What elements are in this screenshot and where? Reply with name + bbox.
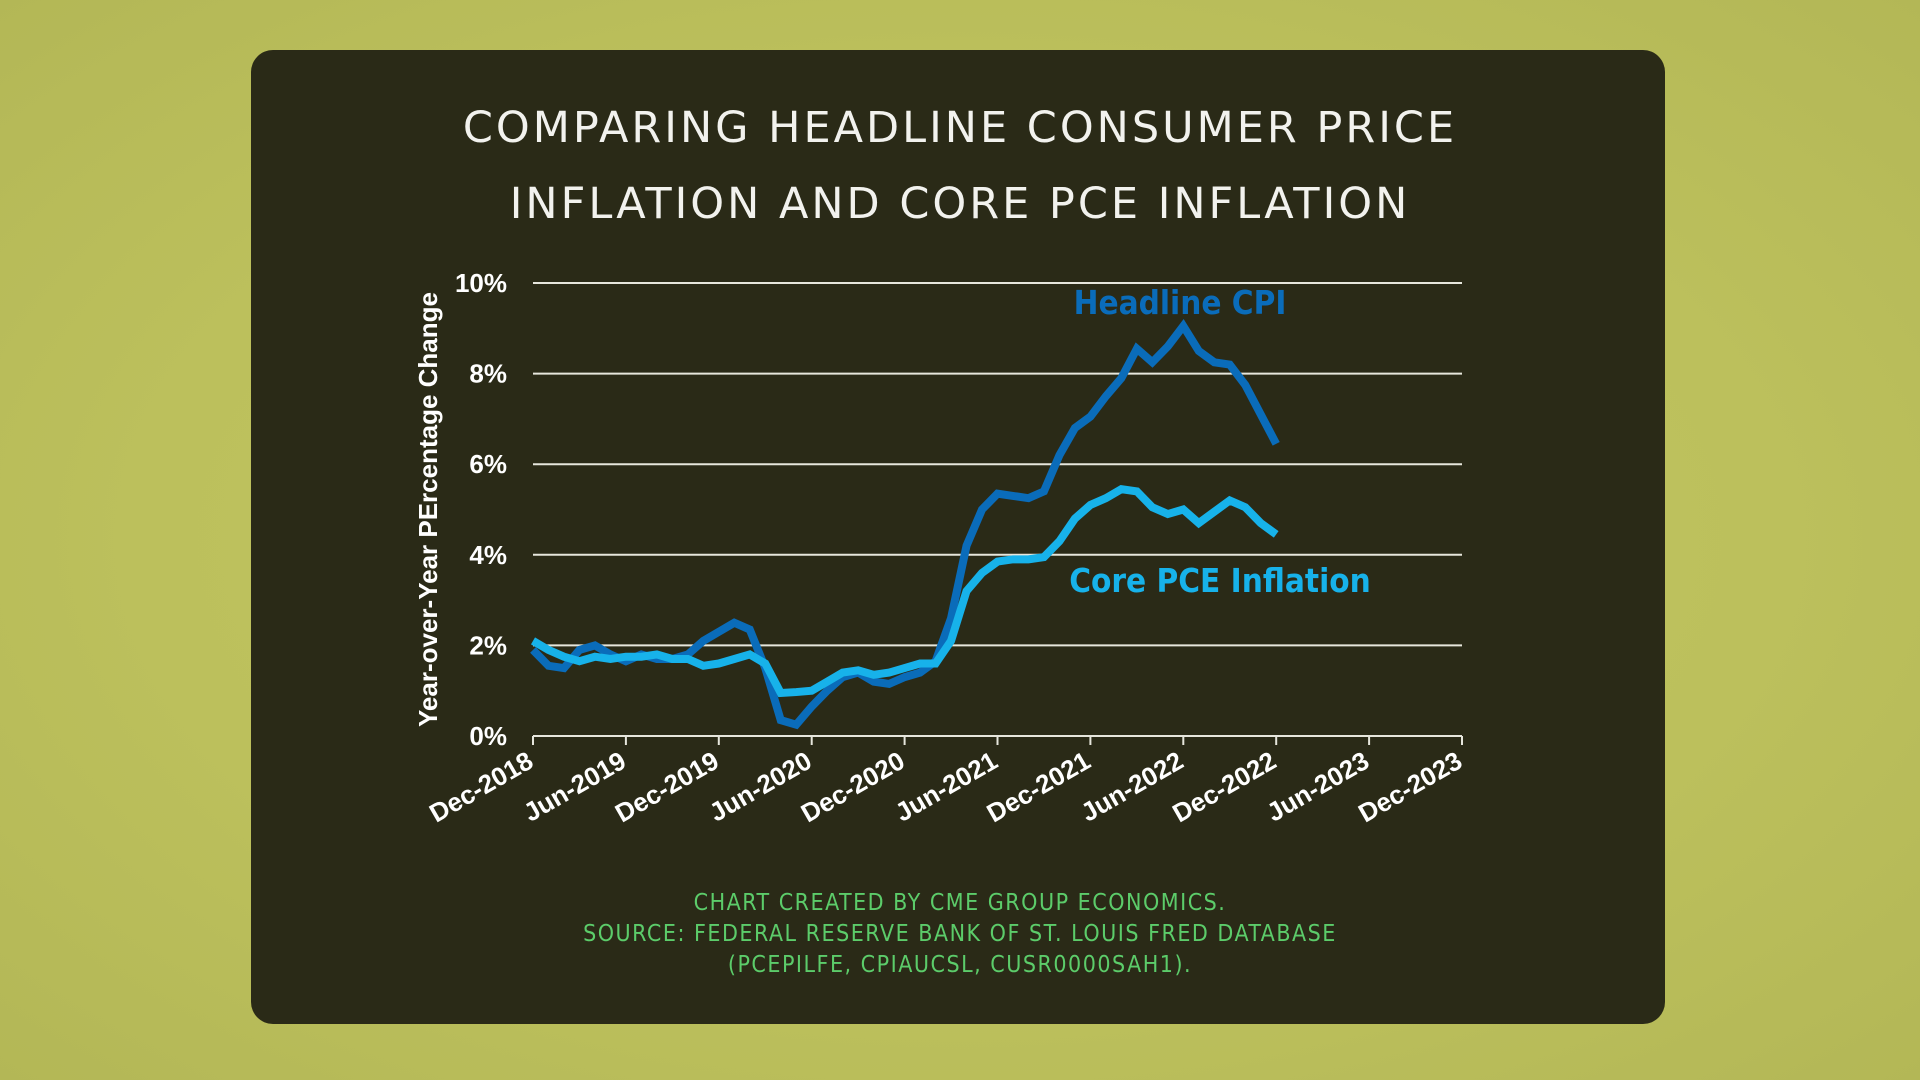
chart-title: COMPARING HEADLINE CONSUMER PRICE INFLAT… [0, 90, 1920, 242]
legend-core-pce: Core PCE Inflation [1069, 561, 1371, 600]
x-tick-label: Dec-2022 [1167, 745, 1281, 828]
chart-title-line-2: INFLATION AND CORE PCE INFLATION [509, 179, 1411, 229]
x-tick-label: Dec-2018 [424, 745, 538, 828]
y-tick-label: 4% [469, 540, 507, 570]
chart-title-line-1: COMPARING HEADLINE CONSUMER PRICE [462, 103, 1458, 153]
y-tick-label: 0% [469, 721, 507, 751]
y-tick-label: 8% [469, 359, 507, 389]
x-tick-label: Jun-2019 [518, 745, 631, 827]
y-axis-label: Year-over-Year PErcentage Change [413, 292, 443, 727]
y-tick-label: 6% [469, 449, 507, 479]
legend-headline-cpi: Headline CPI [1074, 283, 1287, 322]
x-tick-label: Dec-2020 [796, 745, 910, 828]
x-tick-label: Jun-2021 [890, 745, 1003, 827]
x-tick-label: Dec-2021 [981, 745, 1095, 828]
x-tick-label: Dec-2023 [1353, 745, 1467, 828]
chart-footer: CHART CREATED BY CME GROUP ECONOMICS. SO… [0, 888, 1920, 981]
x-tick-label: Jun-2022 [1076, 745, 1189, 827]
x-tick-label: Jun-2020 [704, 745, 817, 827]
y-tick-label: 10% [455, 268, 507, 298]
x-tick-label: Jun-2023 [1261, 745, 1374, 827]
footer-series-ids: (PCEPILFE, CPIAUCSL, CUSR0000SAH1). [727, 952, 1193, 978]
footer-credit: CHART CREATED BY CME GROUP ECONOMICS. [693, 890, 1227, 916]
headline-cpi-line [530, 318, 1280, 730]
x-tick-label: Dec-2019 [610, 745, 724, 828]
chart-card [251, 50, 1665, 1024]
y-tick-label: 2% [469, 630, 507, 660]
core-pce-line [530, 484, 1279, 698]
footer-source: SOURCE: FEDERAL RESERVE BANK OF ST. LOUI… [583, 921, 1337, 947]
